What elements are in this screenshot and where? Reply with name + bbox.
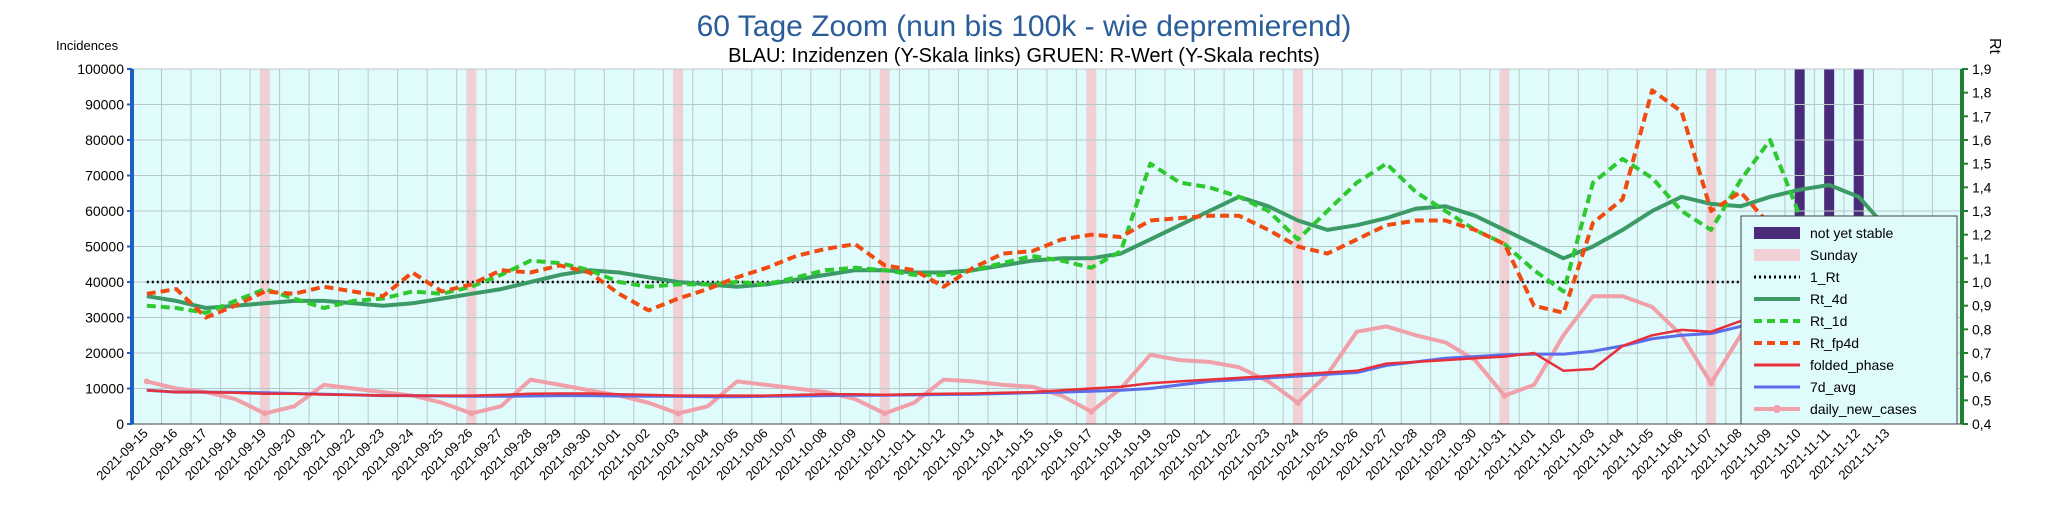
legend-label: 7d_avg bbox=[1810, 379, 1856, 395]
right-tick-label: 1,0 bbox=[1972, 274, 1992, 290]
right-tick-label: 0,5 bbox=[1972, 392, 1992, 408]
left-tick-label: 100000 bbox=[77, 61, 124, 77]
series-line-daily_new_cases bbox=[146, 244, 1891, 416]
legend-label: folded_phase bbox=[1810, 357, 1894, 373]
series-line-folded_phase bbox=[146, 294, 1889, 397]
right-tick-label: 1,4 bbox=[1972, 179, 1992, 195]
series-line-Rt_fp4d bbox=[146, 88, 1890, 348]
legend-swatch bbox=[1754, 227, 1800, 239]
left-tick-label: 20000 bbox=[85, 345, 124, 361]
legend-label: Rt_4d bbox=[1810, 291, 1847, 307]
right-tick-label: 0,6 bbox=[1972, 369, 1992, 385]
right-tick-label: 1,8 bbox=[1972, 85, 1992, 101]
legend-label: Sunday bbox=[1810, 247, 1857, 263]
left-tick-label: 80000 bbox=[85, 132, 124, 148]
legend-label: Rt_1d bbox=[1810, 313, 1847, 329]
legend-label: Rt_fp4d bbox=[1810, 335, 1859, 351]
daily-new-cases-point bbox=[1708, 380, 1715, 387]
left-tick-label: 30000 bbox=[85, 310, 124, 326]
legend-marker bbox=[1773, 405, 1781, 413]
legend-label: daily_new_cases bbox=[1810, 401, 1917, 417]
chart-subtitle: BLAU: Inzidenzen (Y-Skala links) GRUEN: … bbox=[728, 45, 1320, 67]
right-tick-label: 1,1 bbox=[1972, 250, 1992, 266]
right-tick-label: 0,9 bbox=[1972, 298, 1992, 314]
plot-area: 0 10000 20000 30000 40000 50000 60000 70000 8000… bbox=[77, 61, 1991, 483]
right-tick-label: 0,8 bbox=[1972, 321, 1992, 337]
series-line-Rt_1d bbox=[146, 138, 1890, 315]
daily-new-cases-point bbox=[1294, 399, 1301, 406]
daily-new-cases-point bbox=[468, 410, 475, 417]
left-tick-label: 0 bbox=[116, 416, 124, 432]
right-tick-label: 0,7 bbox=[1972, 345, 1992, 361]
right-tick-label: 1,3 bbox=[1972, 203, 1992, 219]
left-tick-label: 40000 bbox=[85, 274, 124, 290]
right-tick-label: 0,4 bbox=[1972, 416, 1992, 432]
daily-new-cases-point bbox=[881, 410, 888, 417]
right-tick-label: 1,5 bbox=[1972, 156, 1992, 172]
left-axis-label: Incidences bbox=[56, 38, 119, 53]
legend-swatch bbox=[1754, 249, 1800, 261]
left-tick-label: 90000 bbox=[85, 97, 124, 113]
right-tick-label: 1,2 bbox=[1972, 227, 1992, 243]
daily-new-cases-point bbox=[261, 410, 268, 417]
right-tick-label: 1,6 bbox=[1972, 132, 1992, 148]
legend-label: 1_Rt bbox=[1810, 269, 1840, 285]
daily-new-cases-point bbox=[143, 378, 150, 385]
left-tick-label: 70000 bbox=[85, 168, 124, 184]
legend: not yet stable Sunday 1_Rt Rt_4d Rt_1d Rt_fp4… bbox=[1740, 215, 1958, 425]
chart-title: 60 Tage Zoom (nun bis 100k - wie depremi… bbox=[697, 10, 1352, 43]
right-tick-label: 1,7 bbox=[1972, 108, 1992, 124]
series-line-Rt_4d bbox=[146, 183, 1890, 310]
left-tick-label: 50000 bbox=[85, 239, 124, 255]
left-tick-label: 10000 bbox=[85, 381, 124, 397]
daily-new-cases-point bbox=[1501, 392, 1508, 399]
right-axis-label: Rt bbox=[1986, 38, 2003, 55]
legend-label: not yet stable bbox=[1810, 225, 1893, 241]
left-tick-label: 60000 bbox=[85, 203, 124, 219]
right-tick-label: 1,9 bbox=[1972, 61, 1992, 77]
daily-new-cases-point bbox=[1088, 408, 1095, 415]
daily-new-cases-point bbox=[675, 410, 682, 417]
